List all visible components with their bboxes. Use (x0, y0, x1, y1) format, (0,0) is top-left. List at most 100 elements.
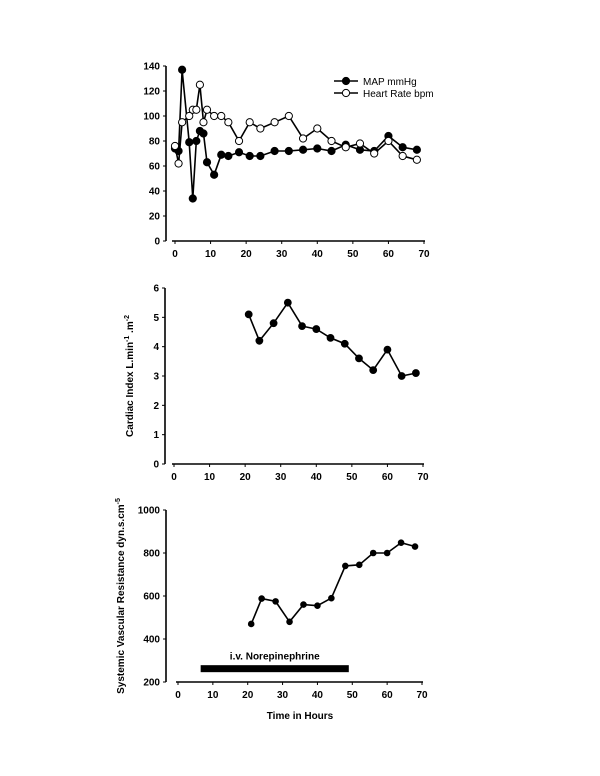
y-axis-label-svr: Systemic Vascular Resistance dyn.s.cm-5 (115, 498, 127, 694)
y-tick-label: 4 (153, 342, 159, 353)
y-tick-label: 0 (154, 237, 160, 248)
x-tick-label: 10 (205, 249, 217, 260)
data-point (258, 595, 265, 602)
x-tick-label: 20 (241, 249, 253, 260)
data-point (369, 549, 377, 557)
data-point (245, 151, 254, 161)
x-tick-label: 10 (207, 690, 219, 701)
chart-map-heart-rate: 0 20 40 60 80 100 120 140 0 10 20 30 40 50 60 70 (143, 62, 430, 261)
data-point (210, 111, 219, 121)
data-point (369, 366, 378, 375)
x-tick-label: 50 (347, 690, 359, 701)
y-tick-label: 600 (143, 592, 160, 603)
data-point (286, 618, 293, 626)
data-point (270, 146, 279, 156)
data-point (300, 601, 307, 608)
data-point (355, 354, 363, 363)
y-tick-label: 40 (149, 187, 161, 198)
data-point (245, 118, 254, 127)
y-tick-label: 60 (149, 162, 161, 173)
data-point (327, 146, 336, 156)
data-point (256, 124, 265, 133)
data-point (355, 139, 365, 148)
data-point (327, 136, 336, 146)
data-point (397, 539, 405, 546)
legend-marker-hr (341, 88, 351, 98)
data-point (272, 598, 279, 605)
y-tick-label: 80 (149, 137, 161, 148)
y-tick-label: 20 (149, 212, 161, 223)
x-tick-label: 20 (242, 690, 254, 701)
data-point (234, 148, 244, 157)
data-point (210, 170, 219, 179)
data-point (284, 111, 293, 121)
data-point (244, 310, 253, 319)
data-point (247, 620, 255, 628)
chart-svr: 200 400 600 800 1000 0 10 20 30 40 50 60 70 (138, 506, 428, 702)
x-tick-label: 30 (277, 690, 289, 701)
data-point (340, 339, 349, 348)
data-point (217, 111, 226, 121)
data-point (411, 543, 419, 550)
x-tick-label: 30 (276, 249, 288, 260)
data-point (170, 141, 180, 151)
y-tick-label: 0 (153, 460, 159, 471)
y-tick-label: 100 (143, 112, 160, 123)
x-tick-label: 70 (417, 472, 429, 483)
data-point (313, 124, 322, 133)
y-axis-label-cardiac-index: Cardiac Index L.min-1 .m-2 (124, 315, 136, 437)
data-point (328, 594, 335, 602)
x-tick-label: 50 (346, 472, 358, 483)
x-tick-label: 70 (418, 249, 430, 260)
data-point (384, 136, 393, 146)
data-point (234, 136, 244, 146)
data-point (283, 298, 292, 307)
y-tick-label: 3 (153, 372, 159, 383)
norepinephrine-bar (200, 665, 349, 673)
data-point (412, 145, 421, 154)
data-point (199, 118, 208, 127)
x-axis-label-time: Time in Hours (267, 711, 334, 722)
data-point (284, 146, 293, 156)
x-tick-label: 10 (204, 472, 216, 483)
y-tick-label: 800 (143, 549, 160, 560)
data-point (185, 138, 194, 147)
x-tick-label: 40 (311, 472, 323, 483)
data-point (355, 561, 363, 569)
y-tick-label: 5 (153, 313, 159, 324)
x-tick-label: 40 (312, 249, 324, 260)
series-line (250, 541, 416, 625)
data-point (326, 333, 335, 342)
data-point (398, 143, 407, 152)
x-tick-label: 60 (382, 690, 394, 701)
y-tick-label: 1 (153, 430, 159, 441)
data-point (383, 549, 391, 557)
y-tick-label: 6 (153, 284, 159, 295)
data-point (192, 105, 201, 114)
x-tick-label: 50 (347, 249, 359, 260)
x-tick-label: 40 (312, 690, 324, 701)
data-point (185, 111, 194, 121)
data-point (256, 151, 265, 161)
data-point (383, 345, 392, 354)
data-point (398, 151, 407, 161)
data-point (224, 118, 233, 127)
data-point (255, 336, 264, 345)
norepinephrine-label: i.v. Norepinephrine (230, 652, 320, 663)
legend-label-hr: Heart Rate bpm (363, 89, 434, 100)
data-point (224, 151, 233, 161)
data-point (217, 150, 226, 159)
data-point (178, 65, 187, 74)
data-point (411, 369, 420, 377)
data-point (412, 155, 421, 164)
data-point (199, 129, 208, 138)
data-point (370, 149, 379, 158)
legend: MAP mmHg Heart Rate bpm (334, 76, 434, 100)
x-tick-label: 20 (240, 472, 252, 483)
x-tick-label: 0 (172, 249, 178, 260)
data-point (270, 118, 279, 127)
data-point (202, 158, 212, 167)
norepinephrine-annotation: i.v. Norepinephrine (200, 652, 349, 673)
data-point (188, 194, 197, 203)
